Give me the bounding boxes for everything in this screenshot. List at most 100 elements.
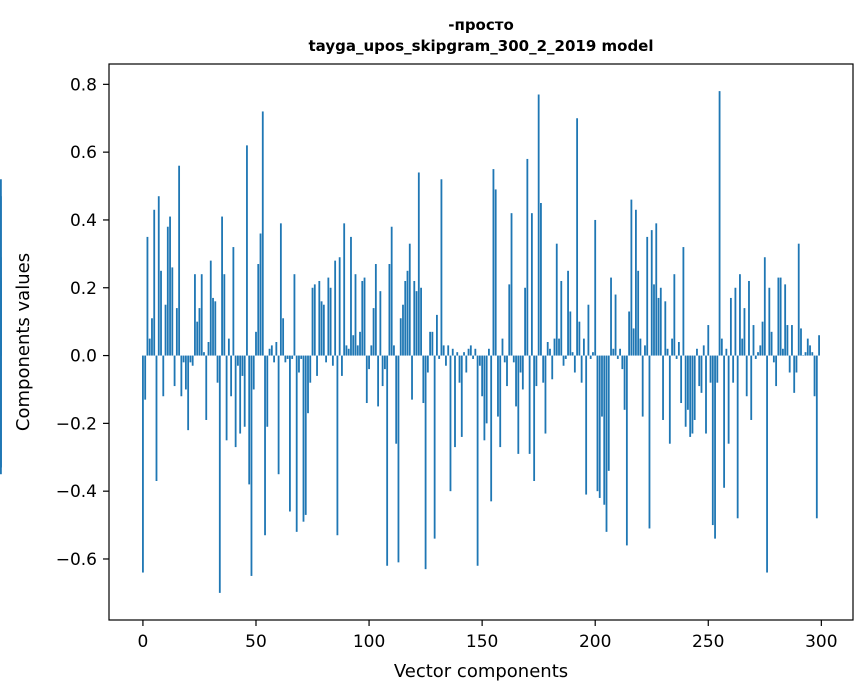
bar	[587, 304, 590, 356]
bar	[356, 345, 359, 356]
bar	[612, 348, 615, 356]
bar	[476, 355, 479, 566]
bar	[535, 355, 538, 387]
bar	[684, 355, 687, 427]
bar	[781, 348, 784, 356]
bar	[284, 355, 287, 363]
bar	[741, 338, 744, 356]
bar	[607, 355, 610, 471]
bar	[374, 264, 377, 356]
x-tick-label: 100	[353, 632, 385, 652]
bar	[234, 355, 237, 448]
chart-title-line2: tayga_upos_skipgram_300_2_2019 model	[309, 37, 654, 55]
chart-title-line1: -просто	[448, 16, 514, 34]
bar	[671, 338, 673, 356]
bar	[402, 304, 404, 356]
bar	[555, 243, 558, 356]
bar	[460, 355, 463, 437]
bar	[173, 355, 176, 387]
bar	[558, 338, 560, 356]
bar	[155, 355, 158, 481]
bar	[180, 355, 183, 397]
bar	[687, 355, 689, 410]
bar	[157, 196, 160, 356]
bar	[325, 355, 327, 363]
bar	[182, 355, 185, 363]
bar	[702, 345, 705, 356]
bar	[289, 355, 291, 512]
bar	[451, 348, 454, 356]
bar	[162, 355, 165, 397]
bar	[266, 355, 269, 427]
bar	[800, 328, 802, 356]
bar	[178, 165, 181, 356]
bar	[779, 277, 782, 356]
bar	[549, 348, 551, 356]
x-tick-label: 200	[579, 632, 611, 652]
bar	[259, 233, 262, 356]
bar	[343, 223, 346, 356]
bar	[510, 213, 513, 356]
bar	[331, 355, 334, 366]
bar	[187, 355, 190, 431]
bar	[336, 355, 339, 536]
bar	[729, 297, 732, 356]
bar	[598, 355, 601, 498]
bar	[420, 287, 422, 356]
bar	[582, 338, 585, 356]
bar	[648, 355, 651, 529]
y-tick-label: 0.0	[70, 347, 97, 367]
bar	[481, 355, 484, 397]
bar	[397, 355, 400, 563]
y-tick-label: 0.4	[70, 211, 97, 231]
bar	[804, 352, 807, 356]
bar	[680, 355, 683, 404]
bar	[379, 291, 382, 356]
bar	[662, 355, 664, 420]
bar	[352, 335, 355, 356]
bar	[788, 355, 791, 373]
bar	[540, 203, 542, 356]
bar	[368, 355, 370, 370]
bar	[377, 355, 380, 407]
bar	[365, 355, 368, 404]
bar	[623, 355, 626, 410]
bar	[793, 355, 796, 393]
bar	[214, 301, 217, 356]
bar	[813, 355, 816, 397]
bar	[616, 355, 619, 359]
bar	[743, 308, 746, 356]
bar	[775, 355, 778, 387]
bar	[209, 260, 212, 356]
bar	[311, 287, 314, 356]
bar	[544, 355, 547, 434]
bar	[320, 301, 323, 356]
bar	[811, 352, 814, 356]
bar	[438, 355, 441, 359]
bar	[653, 284, 655, 356]
bar	[517, 355, 520, 454]
y-tick-label: −0.6	[56, 550, 97, 570]
bar-series	[0, 91, 820, 593]
bar	[218, 355, 221, 593]
bar	[334, 260, 337, 356]
y-tick-label: −0.4	[56, 482, 97, 502]
bar	[442, 345, 445, 356]
y-tick-label: −0.2	[56, 414, 97, 434]
bar	[576, 118, 579, 356]
bar	[286, 355, 289, 359]
bar	[759, 345, 762, 356]
bar	[230, 355, 233, 397]
bar	[784, 284, 787, 356]
bar	[580, 355, 583, 383]
bar	[388, 264, 391, 356]
bar	[298, 355, 300, 373]
plot-frame	[108, 63, 854, 621]
bar	[777, 277, 780, 356]
bar	[797, 243, 800, 356]
bar	[725, 348, 728, 356]
bar	[707, 325, 710, 356]
bar	[659, 287, 662, 356]
bar	[490, 355, 493, 502]
bar	[232, 247, 235, 356]
